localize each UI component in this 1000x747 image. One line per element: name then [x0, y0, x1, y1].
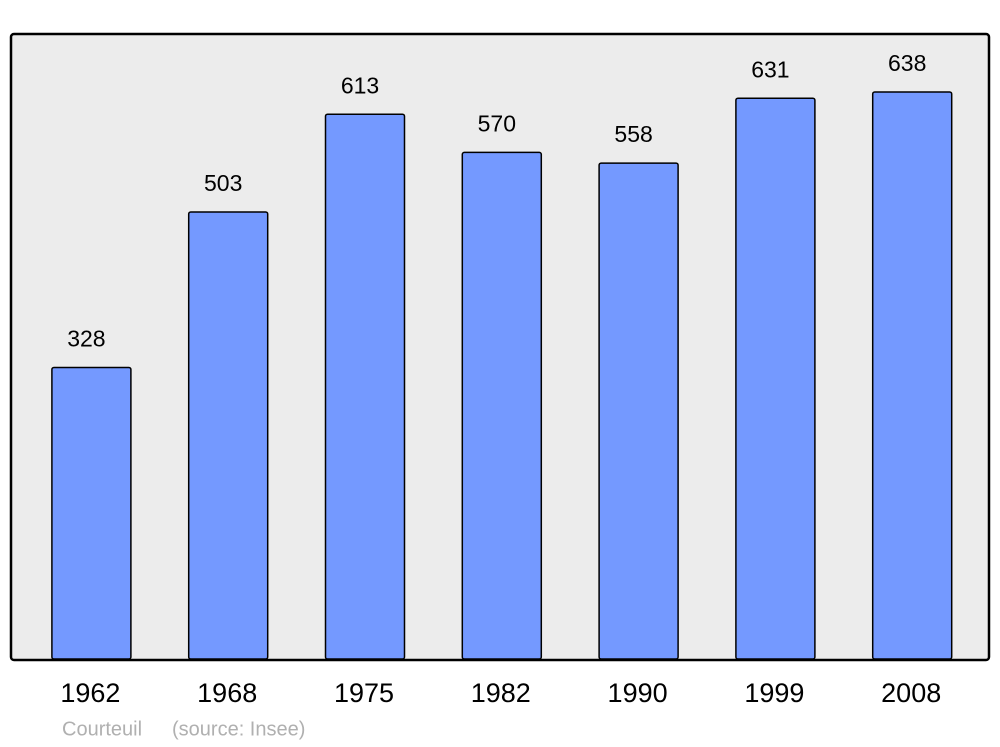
x-tick-label: 1982 — [471, 678, 531, 708]
value-label: 613 — [341, 72, 379, 98]
bar — [187, 211, 269, 660]
bar — [461, 151, 543, 660]
x-tick-label: 1999 — [744, 678, 804, 708]
x-tick-label: 1968 — [197, 678, 257, 708]
value-label: 631 — [751, 56, 789, 82]
bar — [324, 113, 406, 660]
bar — [871, 91, 953, 660]
x-tick-label: 1975 — [334, 678, 394, 708]
value-label: 638 — [888, 50, 926, 76]
caption: Courteuil — [62, 718, 142, 740]
value-label: 570 — [478, 111, 516, 137]
bar — [735, 97, 816, 660]
value-label: 503 — [204, 170, 242, 196]
x-tick-label: 1962 — [60, 678, 120, 708]
value-label: 558 — [614, 121, 652, 147]
x-tick-label: 2008 — [881, 678, 941, 708]
x-tick-label: 1990 — [608, 678, 668, 708]
bar — [598, 162, 679, 660]
source: (source: Insee) — [172, 718, 305, 740]
bar — [51, 366, 132, 660]
value-label: 328 — [67, 326, 105, 352]
